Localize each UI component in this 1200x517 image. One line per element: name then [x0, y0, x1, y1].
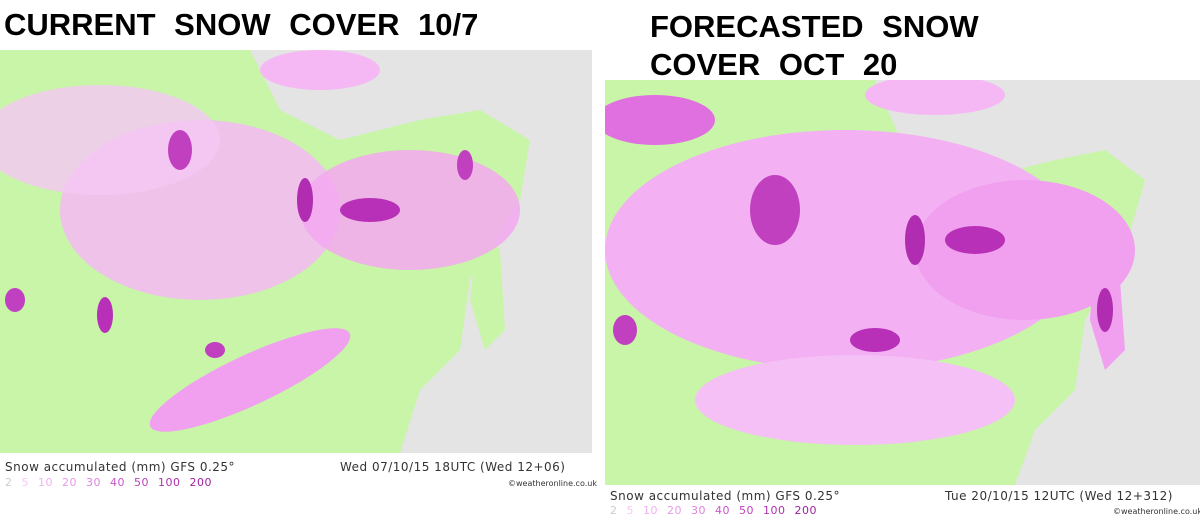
- legend-level: 50: [739, 504, 754, 517]
- legend-level: 10: [643, 504, 658, 517]
- legend-level: 20: [62, 476, 77, 489]
- panel-title: FORECASTED SNOW COVER OCT 20: [650, 8, 979, 84]
- panel-title: CURRENT SNOW COVER 10/7: [4, 6, 478, 44]
- legend-level: 40: [110, 476, 125, 489]
- legend-level: 5: [626, 504, 634, 517]
- legend-level: 20: [667, 504, 682, 517]
- legend: 2 5 10 20 30 40 50 100 200: [610, 503, 826, 517]
- legend-level: 2: [610, 504, 618, 517]
- legend-level: 200: [189, 476, 212, 489]
- title-line: CURRENT SNOW COVER 10/7: [4, 7, 479, 42]
- credit: ©weatheronline.co.uk: [508, 479, 597, 488]
- legend-level: 100: [158, 476, 181, 489]
- legend-level: 5: [21, 476, 29, 489]
- snow-map: [0, 50, 592, 453]
- legend-level: 100: [763, 504, 786, 517]
- caption: Snow accumulated (mm) GFS 0.25°: [5, 460, 236, 474]
- legend: 2 5 10 20 30 40 50 100 200: [5, 475, 221, 489]
- credit: ©weatheronline.co.uk: [1113, 507, 1200, 516]
- legend-level: 200: [794, 504, 817, 517]
- timestamp: Wed 07/10/15 18UTC (Wed 12+06): [340, 460, 566, 474]
- legend-level: 2: [5, 476, 13, 489]
- caption: Snow accumulated (mm) GFS 0.25°: [610, 489, 841, 503]
- legend-level: 10: [38, 476, 53, 489]
- legend-level: 30: [86, 476, 101, 489]
- legend-level: 30: [691, 504, 706, 517]
- title-line: FORECASTED SNOW: [650, 9, 979, 44]
- legend-level: 50: [134, 476, 149, 489]
- timestamp: Tue 20/10/15 12UTC (Wed 12+312): [945, 489, 1173, 503]
- title-line: COVER OCT 20: [650, 47, 898, 82]
- legend-level: 40: [715, 504, 730, 517]
- snow-map: [605, 80, 1200, 485]
